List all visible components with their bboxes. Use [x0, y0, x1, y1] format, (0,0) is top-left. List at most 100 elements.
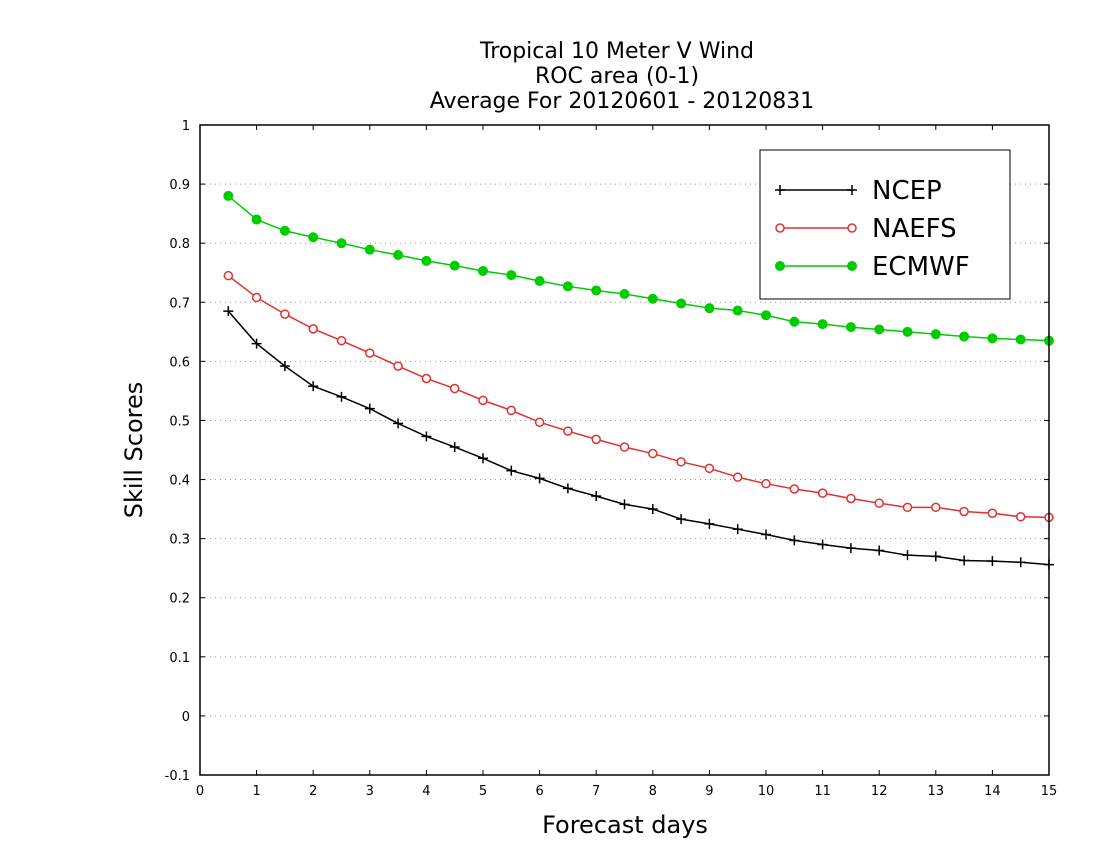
data-point-ncep [902, 550, 913, 561]
data-point-naefs [506, 405, 517, 416]
data-point-ecmwf [534, 276, 545, 286]
data-point-ncep [845, 543, 856, 554]
legend-label-ncep: NCEP [872, 176, 942, 206]
data-point-ncep [959, 555, 970, 566]
data-point-ncep [732, 524, 743, 535]
data-point-ecmwf [251, 214, 262, 225]
data-point-naefs [591, 434, 601, 445]
x-tick-label: 15 [1041, 784, 1058, 799]
data-point-ncep [308, 381, 319, 392]
data-point-ncep [817, 539, 828, 550]
y-tick-label: 0.3 [169, 533, 190, 548]
data-point-naefs [308, 324, 318, 334]
data-point-ncep [647, 504, 658, 515]
data-point-ncep [364, 403, 375, 414]
data-point-ncep [421, 431, 432, 442]
data-point-naefs [789, 484, 800, 494]
data-point-ncep [619, 499, 630, 510]
data-point-naefs [817, 488, 828, 498]
x-axis-label: Forecast days [542, 811, 708, 839]
data-point-naefs [902, 502, 913, 513]
series-line-ncep [227, 310, 1050, 566]
data-point-ncep [987, 556, 998, 567]
x-tick-label: 13 [928, 784, 945, 799]
legend-item-ncep: NCEP [775, 176, 942, 206]
data-point-ncep [251, 338, 262, 349]
data-point-ecmwf [336, 238, 347, 249]
x-tick-label: 14 [984, 784, 1001, 799]
data-series [223, 190, 1054, 570]
series-naefs [223, 270, 1054, 523]
y-tick-label: 0.2 [169, 592, 190, 607]
series-line-naefs [227, 275, 1050, 519]
data-point-naefs [223, 270, 234, 281]
data-point-naefs [704, 463, 715, 474]
data-point-naefs [987, 508, 998, 518]
data-point-ncep [1015, 557, 1026, 568]
data-point-naefs [676, 457, 686, 467]
data-point-naefs [393, 361, 403, 371]
legend-marker [775, 261, 785, 271]
data-point-naefs [931, 502, 941, 513]
x-tick-label: 2 [309, 784, 317, 799]
data-point-ncep [930, 551, 941, 562]
series-ncep [223, 306, 1054, 570]
chart-title-line-3: Average For 20120601 - 20120831 [430, 89, 815, 114]
data-point-ecmwf [506, 270, 517, 281]
x-tick-label: 9 [705, 784, 713, 799]
data-point-ncep [223, 306, 234, 317]
series-ecmwf [223, 190, 1054, 346]
x-tick-label: 10 [758, 784, 775, 799]
y-axis-ticks: -0.1 0 0.1 0.2 0.3 0.4 0.5 0.6 0.7 0.8 0.9 1 [165, 119, 1049, 784]
x-tick-label: 12 [871, 784, 888, 799]
data-point-naefs [365, 348, 375, 358]
data-point-ncep [449, 442, 460, 453]
data-point-ecmwf [449, 260, 460, 271]
data-point-ecmwf [279, 225, 290, 236]
data-point-ncep [534, 473, 545, 484]
data-point-ncep [704, 518, 715, 529]
data-point-ecmwf [619, 289, 630, 299]
data-point-naefs [449, 383, 460, 394]
legend-marker [847, 261, 857, 271]
legend-item-ecmwf: ECMWF [775, 252, 970, 282]
data-point-ecmwf [562, 281, 573, 292]
y-tick-label: 0.5 [169, 414, 190, 429]
data-point-ecmwf [393, 250, 404, 260]
data-point-ncep [279, 361, 290, 372]
x-tick-label: 8 [649, 784, 657, 799]
data-point-ncep [591, 491, 602, 502]
y-tick-label: -0.1 [165, 769, 190, 784]
data-point-ecmwf [591, 285, 602, 296]
data-point-naefs [421, 373, 432, 384]
x-tick-label: 6 [535, 784, 543, 799]
data-point-ncep [761, 529, 771, 540]
data-point-ecmwf [364, 244, 375, 255]
data-point-naefs [619, 442, 630, 452]
data-point-ecmwf [647, 293, 658, 304]
legend-marker [775, 223, 785, 233]
y-tick-label: 0.8 [169, 237, 190, 252]
data-point-naefs [874, 498, 884, 508]
data-point-ecmwf [478, 265, 488, 276]
data-point-ecmwf [987, 333, 998, 344]
data-point-ecmwf [874, 324, 885, 335]
data-point-ncep [789, 535, 800, 546]
data-point-ecmwf [959, 331, 970, 342]
legend-marker [847, 223, 857, 233]
data-point-ecmwf [732, 305, 743, 316]
legend-marker [775, 185, 785, 195]
legend-label-ecmwf: ECMWF [872, 252, 970, 282]
legend-marker [847, 185, 857, 195]
data-point-naefs [959, 506, 969, 517]
y-axis-label: Skill Scores [120, 382, 148, 519]
data-point-ecmwf [761, 310, 771, 321]
plot-frame [199, 124, 1050, 776]
x-tick-label: 1 [252, 784, 260, 799]
y-tick-label: 1 [182, 119, 190, 134]
x-tick-label: 0 [196, 784, 204, 799]
data-point-ecmwf [789, 316, 800, 327]
data-point-ecmwf [1015, 334, 1026, 345]
data-point-ncep [506, 465, 517, 476]
